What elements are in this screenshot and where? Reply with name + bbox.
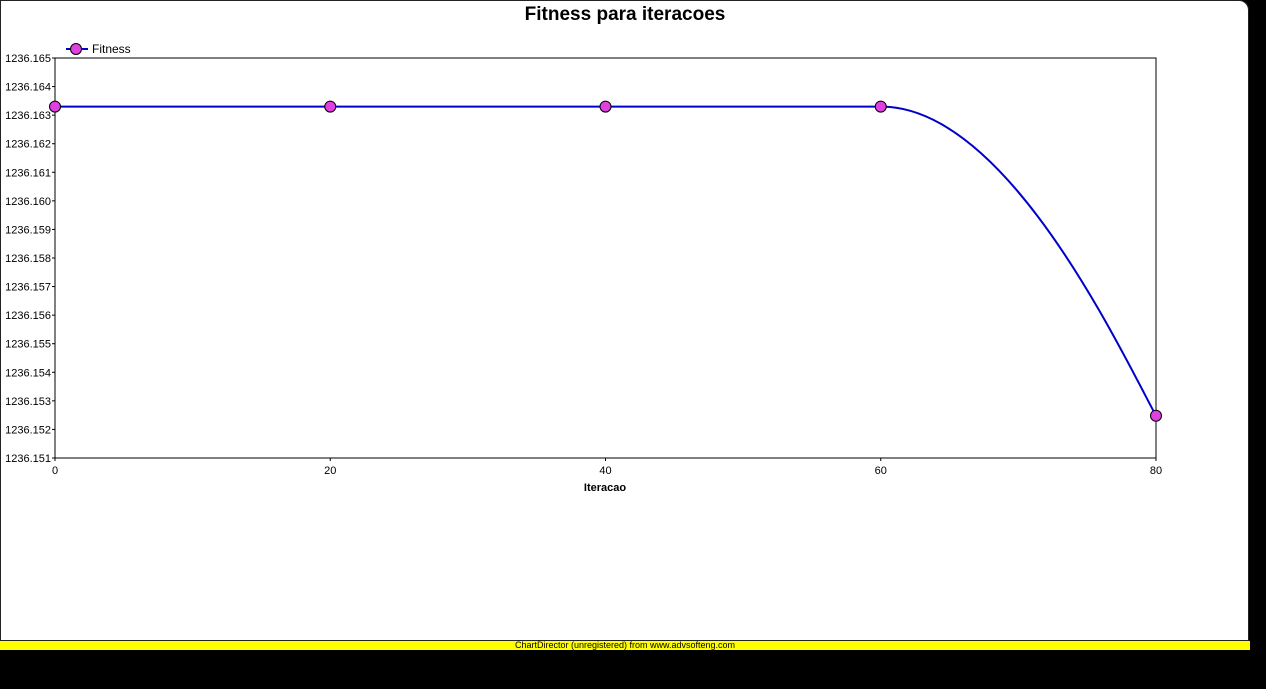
y-tick-label: 1236.154	[5, 367, 51, 379]
data-point-marker	[599, 100, 612, 113]
y-tick-label: 1236.156	[5, 310, 51, 322]
x-axis-title: Iteracao	[584, 482, 626, 494]
x-tick-label: 40	[599, 465, 611, 477]
y-tick-label: 1236.163	[5, 110, 51, 122]
y-tick-label: 1236.165	[5, 53, 51, 65]
y-tick-label: 1236.153	[5, 396, 51, 408]
chart-title: Fitness para iteracoes	[525, 4, 726, 25]
x-tick-label: 60	[875, 465, 887, 477]
data-point-marker	[874, 100, 887, 113]
y-tick-label: 1236.152	[5, 424, 51, 436]
series-line-fitness	[55, 105, 1157, 417]
plot-area	[54, 57, 1157, 459]
data-point-marker	[1150, 409, 1162, 422]
x-tick-label: 80	[1150, 465, 1162, 477]
data-point-marker	[49, 100, 61, 113]
legend-marker-swatch	[70, 43, 82, 55]
x-tick-label: 20	[324, 465, 336, 477]
x-tick-label: 0	[52, 465, 58, 477]
legend: Fitness	[66, 42, 131, 56]
y-tick-label: 1236.157	[5, 282, 51, 294]
y-tick-label: 1236.159	[5, 224, 51, 236]
series-markers	[49, 100, 1162, 422]
watermark-text: ChartDirector (unregistered) from www.ad…	[514, 640, 736, 650]
y-tick-label: 1236.151	[5, 453, 51, 465]
y-tick-label: 1236.161	[5, 167, 51, 179]
y-tick-label: 1236.158	[5, 253, 51, 265]
y-tick-label: 1236.162	[5, 139, 51, 151]
x-axis: 0 20 40 60 80	[52, 458, 1162, 477]
y-tick-label: 1236.160	[5, 196, 51, 208]
watermark-bar: ChartDirector (unregistered) from www.ad…	[0, 641, 1250, 650]
y-axis: 1236.165 1236.164 1236.163 1236.162 1236.161…	[5, 53, 55, 465]
y-tick-label: 1236.164	[5, 82, 51, 94]
data-point-marker	[324, 100, 337, 113]
legend-label-fitness: Fitness	[92, 42, 131, 56]
y-tick-label: 1236.155	[5, 339, 51, 351]
